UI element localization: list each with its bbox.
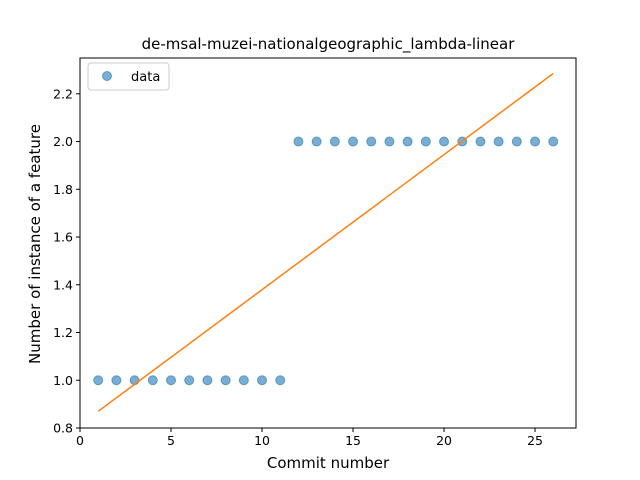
fit-line <box>97 72 554 412</box>
legend: data <box>87 62 170 91</box>
x-tick-label: 15 <box>345 433 361 448</box>
y-tick-label: 2.0 <box>53 134 73 149</box>
x-tick-label: 0 <box>76 433 84 448</box>
data-point <box>220 375 231 386</box>
y-tick-label: 1.4 <box>53 277 73 292</box>
data-point <box>311 136 322 147</box>
data-point <box>475 136 486 147</box>
data-point <box>275 375 286 386</box>
data-point <box>548 136 559 147</box>
axes-frame <box>79 57 577 429</box>
data-point <box>93 375 104 386</box>
x-tick-label: 20 <box>436 433 452 448</box>
data-point <box>111 375 122 386</box>
data-point <box>238 375 249 386</box>
y-axis-label: Number of instance of a feature <box>26 124 44 364</box>
data-point <box>384 136 395 147</box>
y-tick-label: 0.8 <box>53 421 73 436</box>
data-point <box>329 136 340 147</box>
data-point <box>402 136 413 147</box>
data-point <box>184 375 195 386</box>
y-tick-label: 1.0 <box>53 373 73 388</box>
data-point <box>166 375 177 386</box>
x-tick-label: 25 <box>527 433 543 448</box>
legend-marker-data <box>102 71 112 81</box>
data-point <box>530 136 541 147</box>
x-tick-label: 5 <box>167 433 175 448</box>
data-point <box>257 375 268 386</box>
x-tick-label: 10 <box>254 433 270 448</box>
data-point <box>493 136 504 147</box>
data-point <box>202 375 213 386</box>
y-tick-label: 1.6 <box>53 230 73 245</box>
data-point <box>511 136 522 147</box>
x-axis-label: Commit number <box>267 454 390 472</box>
y-tick-label: 1.2 <box>53 325 73 340</box>
legend-label-data: data <box>131 70 160 85</box>
data-point <box>348 136 359 147</box>
x-axis: 0 5 10 15 20 25 <box>76 428 543 448</box>
legend-box <box>87 62 170 91</box>
y-axis: 0.8 1.0 1.2 1.4 1.6 1.8 2.0 2.2 <box>53 86 80 436</box>
y-tick-label: 1.8 <box>53 182 73 197</box>
data-point <box>420 136 431 147</box>
y-tick-label: 2.2 <box>53 86 73 101</box>
series-layer <box>93 72 559 412</box>
data-point <box>439 136 450 147</box>
data-point <box>147 375 158 386</box>
chart-title: de-msal-muzei-nationalgeographic_lambda-… <box>142 35 516 54</box>
data-point <box>366 136 377 147</box>
data-point <box>293 136 304 147</box>
